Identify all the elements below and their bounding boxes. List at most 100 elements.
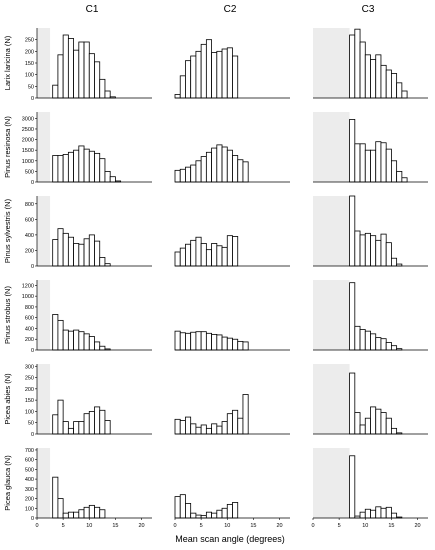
histogram-bar: [380, 142, 387, 183]
histogram-bar: [359, 424, 366, 435]
histogram-bar: [364, 330, 371, 351]
histogram-bar: [237, 340, 244, 351]
row-label-picea-glauca: Picea glauca (N): [3, 455, 12, 511]
y-tick-label: 2000: [22, 138, 34, 144]
histogram-bar: [211, 243, 218, 267]
histogram-bar: [370, 333, 377, 351]
histogram-bar: [185, 503, 192, 519]
y-tick-label: 1200: [22, 283, 34, 289]
panel-picea-abies-c3: [313, 364, 428, 435]
panel-pinus-strobus-c3: [313, 280, 428, 351]
histogram-bar: [375, 141, 382, 183]
y-tick-label: 800: [25, 202, 34, 208]
histogram-bar: [88, 504, 95, 519]
histogram-bar: [99, 257, 106, 267]
histogram-bar: [104, 90, 111, 99]
histogram-bar: [94, 341, 101, 351]
shaded-region: [313, 280, 350, 350]
x-tick-label: 20: [414, 523, 420, 529]
y-tick-label: 100: [25, 73, 34, 79]
y-tick-label: 600: [25, 458, 34, 464]
histogram-bar: [401, 177, 408, 183]
histogram-bar: [349, 34, 356, 99]
histogram-bar: [380, 412, 387, 435]
histogram-bar: [174, 169, 181, 183]
histogram-bar: [52, 84, 59, 99]
y-tick-label: 50: [28, 84, 34, 90]
histogram-bar: [385, 242, 392, 267]
x-tick-label: 10: [224, 523, 230, 529]
panel-picea-abies-c1: 0 50 100 150 200 250 300: [25, 364, 152, 438]
histogram-bar: [221, 421, 228, 435]
histogram-bar: [88, 150, 95, 183]
histogram-bar: [232, 155, 239, 183]
histogram-bar: [83, 41, 90, 99]
histogram-bar: [73, 511, 80, 519]
panel-pinus-sylvestris-c1: 0 200 400 600 800: [25, 196, 152, 270]
histogram-bar: [104, 420, 111, 435]
row-label-picea-abies: Picea abies (N): [3, 373, 12, 425]
y-tick-label: 3000: [22, 116, 34, 122]
histogram-bar: [200, 156, 207, 183]
histogram-bar: [396, 170, 403, 183]
histogram-bar: [221, 507, 228, 519]
histogram-bar: [190, 331, 197, 351]
histogram-bar: [359, 234, 366, 267]
y-tick-label: 600: [25, 316, 34, 322]
histogram-bar: [391, 160, 398, 183]
histogram-bar: [349, 195, 356, 267]
column-title-c1: C1: [86, 4, 99, 15]
histogram-bar: [94, 240, 101, 267]
y-tick-label: 250: [25, 38, 34, 44]
x-tick-label: 15: [112, 523, 118, 529]
histogram-bar: [226, 149, 233, 183]
panel-pinus-sylvestris-c2: [174, 235, 290, 267]
panel-pinus-resinosa-c2: [174, 144, 290, 183]
y-tick-label: 200: [25, 49, 34, 55]
histogram-bar: [67, 427, 74, 435]
shaded-region: [37, 28, 51, 98]
histogram-bar: [83, 413, 90, 435]
histogram-bar: [67, 151, 74, 183]
histogram-bar: [354, 325, 361, 351]
histogram-bar: [190, 55, 197, 99]
histogram-bar: [195, 236, 202, 267]
y-tick-label: 150: [25, 398, 34, 404]
histogram-bar: [57, 228, 64, 267]
histogram-bar: [94, 61, 101, 99]
x-tick-label: 15: [388, 523, 394, 529]
column-title-c3: C3: [362, 4, 375, 15]
histogram-bar: [354, 412, 361, 435]
histogram-bar: [94, 506, 101, 519]
y-tick-label: 500: [25, 169, 34, 175]
histogram-bar: [190, 239, 197, 267]
y-tick-label: 600: [25, 217, 34, 223]
histogram-bar: [83, 333, 90, 351]
histogram-bar: [174, 418, 181, 435]
x-tick-label: 15: [250, 523, 256, 529]
histogram-bar: [195, 514, 202, 519]
histogram-bar: [211, 147, 218, 183]
panel-pinus-resinosa-c1: 0 500 1000 1500 2000 2500 3000: [22, 112, 152, 186]
histogram-bar: [359, 511, 366, 519]
x-tick-label: 5: [338, 523, 341, 529]
histogram-bar: [370, 235, 377, 267]
histogram-bar: [349, 455, 356, 519]
panel-pinus-sylvestris-c3: [313, 195, 428, 267]
histogram-bar: [52, 476, 59, 519]
histogram-bar: [359, 329, 366, 351]
histogram-bar: [195, 331, 202, 351]
histogram-bar: [242, 341, 249, 351]
histogram-bar: [78, 331, 85, 351]
histogram-bar: [385, 506, 392, 519]
histogram-bar: [174, 251, 181, 267]
y-tick-label: 0: [31, 348, 34, 354]
y-tick-label: 1500: [22, 148, 34, 154]
histogram-bar: [216, 245, 223, 267]
panel-picea-abies-c2: [174, 394, 290, 435]
y-tick-label: 0: [31, 96, 34, 102]
histogram-bar: [94, 152, 101, 183]
x-axis-title: Mean scan angle (degrees): [175, 534, 285, 544]
histogram-bar: [216, 509, 223, 519]
